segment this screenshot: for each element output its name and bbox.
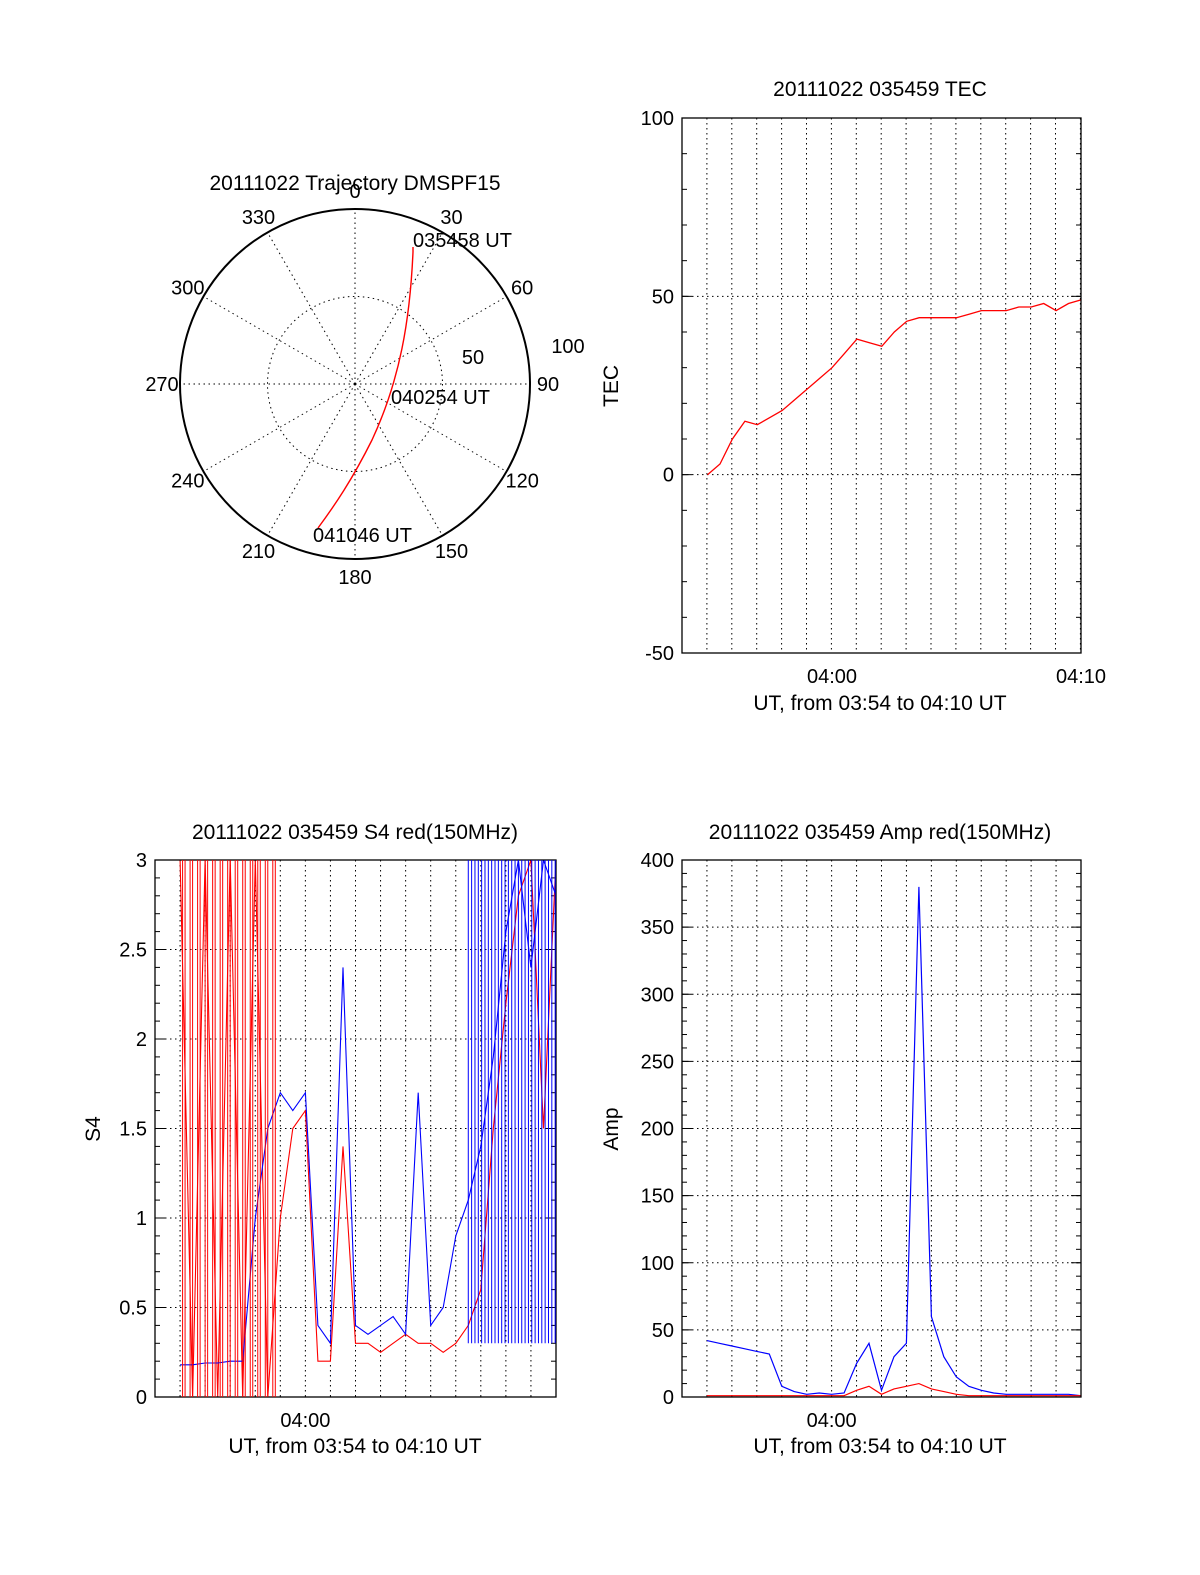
s4-tick-label: 1.5 bbox=[119, 1119, 147, 1141]
polar-trajectory-panel: 20111022 Trajectory DMSPF15 0 30 60 90 120 15… bbox=[145, 172, 584, 589]
polar-angle-label: 270 bbox=[145, 374, 178, 396]
plot-frame bbox=[681, 117, 1082, 654]
amp-title: 20111022 035459 Amp red(150MHz) bbox=[709, 821, 1051, 844]
plot-frame bbox=[154, 859, 557, 1398]
amp-tick-label: 0 bbox=[663, 1387, 674, 1409]
trajectory-end-label: 041046 UT bbox=[313, 525, 412, 547]
tec-tick-label: 0 bbox=[663, 465, 674, 487]
amp-ylabel: Amp bbox=[600, 1107, 623, 1150]
x-tick-label: 04:00 bbox=[280, 1410, 330, 1432]
x-tick-label: 04:10 bbox=[1056, 666, 1106, 688]
tec-tick-label: 100 bbox=[641, 108, 674, 130]
polar-radius-label: 50 bbox=[462, 347, 484, 369]
polar-radius-label: 100 bbox=[551, 336, 584, 358]
amp-tick-label: 350 bbox=[641, 917, 674, 939]
polar-spoke bbox=[354, 383, 443, 536]
trajectory-line bbox=[317, 247, 414, 529]
amp-panel: 20111022 035459 Amp red(150MHz) UT, from… bbox=[600, 821, 1082, 1458]
series-line-0 bbox=[706, 886, 1082, 1397]
polar-outer-ring bbox=[179, 208, 531, 560]
polar-angle-label: 30 bbox=[440, 207, 462, 229]
polar-angle-label: 210 bbox=[242, 541, 275, 563]
polar-title: 20111022 Trajectory DMSPF15 bbox=[209, 172, 500, 195]
polar-angle-label: 0 bbox=[349, 181, 360, 203]
polar-angle-label: 180 bbox=[338, 567, 371, 589]
amp-tick-label: 250 bbox=[641, 1051, 674, 1073]
s4-panel: 20111022 035459 S4 red(150MHz) UT, from … bbox=[82, 821, 557, 1458]
series-line-0 bbox=[179, 859, 557, 1398]
series-line-0 bbox=[707, 299, 1082, 476]
polar-angle-label: 330 bbox=[242, 207, 275, 229]
amp-tick-label: 400 bbox=[641, 850, 674, 872]
s4-title: 20111022 035459 S4 red(150MHz) bbox=[192, 821, 518, 844]
x-tick-label: 04:00 bbox=[807, 1410, 857, 1432]
polar-angle-label: 60 bbox=[511, 278, 533, 300]
trajectory-mid-label: 040254 UT bbox=[391, 387, 490, 409]
amp-tick-label: 150 bbox=[641, 1186, 674, 1208]
polar-angle-label: 120 bbox=[505, 471, 538, 493]
tec-ylabel: TEC bbox=[600, 365, 623, 407]
s4-tick-label: 2 bbox=[136, 1029, 147, 1051]
plot-frame bbox=[681, 859, 1082, 1398]
polar-angle-label: 90 bbox=[537, 374, 559, 396]
amp-xlabel: UT, from 03:54 to 04:10 UT bbox=[753, 1435, 1006, 1458]
polar-spoke bbox=[203, 296, 356, 385]
s4-xlabel: UT, from 03:54 to 04:10 UT bbox=[228, 1435, 481, 1458]
polar-spoke bbox=[267, 383, 356, 536]
polar-angle-label: 150 bbox=[435, 541, 468, 563]
amp-tick-label: 300 bbox=[641, 984, 674, 1006]
s4-tick-label: 0.5 bbox=[119, 1298, 147, 1320]
tec-xlabel: UT, from 03:54 to 04:10 UT bbox=[753, 692, 1006, 715]
s4-ylabel: S4 bbox=[82, 1116, 105, 1142]
polar-spoke bbox=[354, 232, 443, 385]
tec-panel: 20111022 035459 TEC UT, from 03:54 to 04… bbox=[600, 78, 1106, 715]
polar-angle-label: 240 bbox=[171, 471, 204, 493]
tec-title: 20111022 035459 TEC bbox=[773, 78, 987, 101]
s4-tick-label: 3 bbox=[136, 850, 147, 872]
polar-ring-50 bbox=[267, 296, 443, 472]
s4-tick-label: 0 bbox=[136, 1387, 147, 1409]
amp-tick-label: 200 bbox=[641, 1119, 674, 1141]
tec-tick-label: -50 bbox=[645, 643, 674, 665]
polar-spoke bbox=[267, 232, 356, 385]
polar-spoke bbox=[203, 383, 356, 472]
s4-tick-label: 2.5 bbox=[119, 940, 147, 962]
amp-tick-label: 100 bbox=[641, 1253, 674, 1275]
polar-spoke bbox=[354, 296, 507, 385]
amp-tick-label: 50 bbox=[652, 1320, 674, 1342]
series-line-1 bbox=[706, 1382, 1081, 1397]
polar-angle-label: 300 bbox=[171, 278, 204, 300]
s4-tick-label: 1 bbox=[136, 1208, 147, 1230]
x-tick-label: 04:00 bbox=[807, 666, 857, 688]
polar-spoke bbox=[354, 383, 507, 472]
tec-tick-label: 50 bbox=[652, 286, 674, 308]
trajectory-start-label: 035458 UT bbox=[413, 230, 512, 252]
